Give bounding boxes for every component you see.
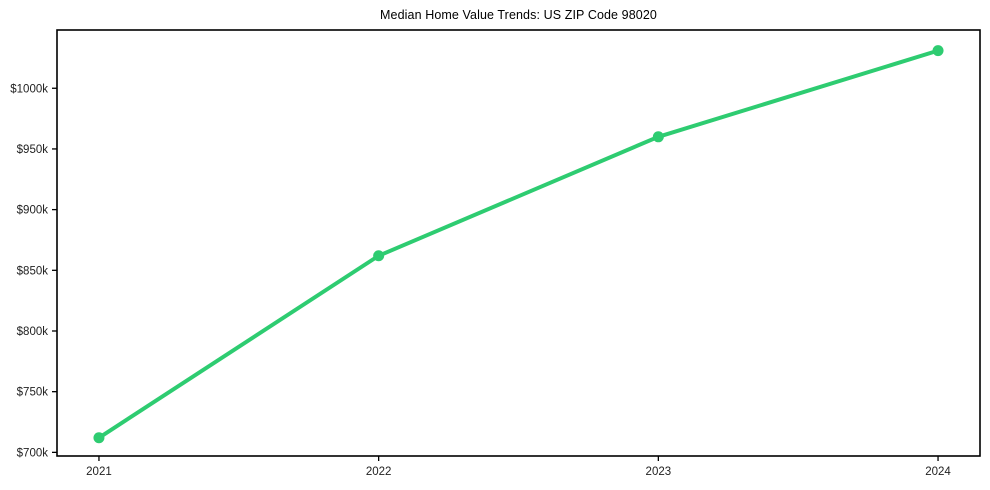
y-tick-label: $850k bbox=[17, 265, 49, 277]
data-point-marker bbox=[373, 250, 385, 262]
x-tick-label: 2024 bbox=[925, 466, 951, 478]
x-tick-label: 2021 bbox=[86, 466, 112, 478]
y-tick-label: $800k bbox=[17, 326, 49, 338]
y-tick-label: $700k bbox=[17, 447, 49, 459]
y-tick-label: $750k bbox=[17, 387, 49, 399]
y-tick-label: $1000k bbox=[10, 83, 48, 95]
y-tick-label: $900k bbox=[17, 205, 49, 217]
trend-line bbox=[96, 48, 941, 440]
chart-title: Median Home Value Trends: US ZIP Code 98… bbox=[380, 8, 657, 22]
data-point-marker bbox=[932, 45, 944, 57]
plot-background bbox=[57, 30, 980, 456]
axis-frame bbox=[56, 29, 981, 457]
data-point-marker bbox=[93, 432, 105, 444]
y-tick-label: $950k bbox=[17, 144, 49, 156]
data-point-marker bbox=[652, 131, 664, 143]
x-tick-label: 2023 bbox=[646, 466, 672, 478]
x-tick-label: 2022 bbox=[366, 466, 392, 478]
